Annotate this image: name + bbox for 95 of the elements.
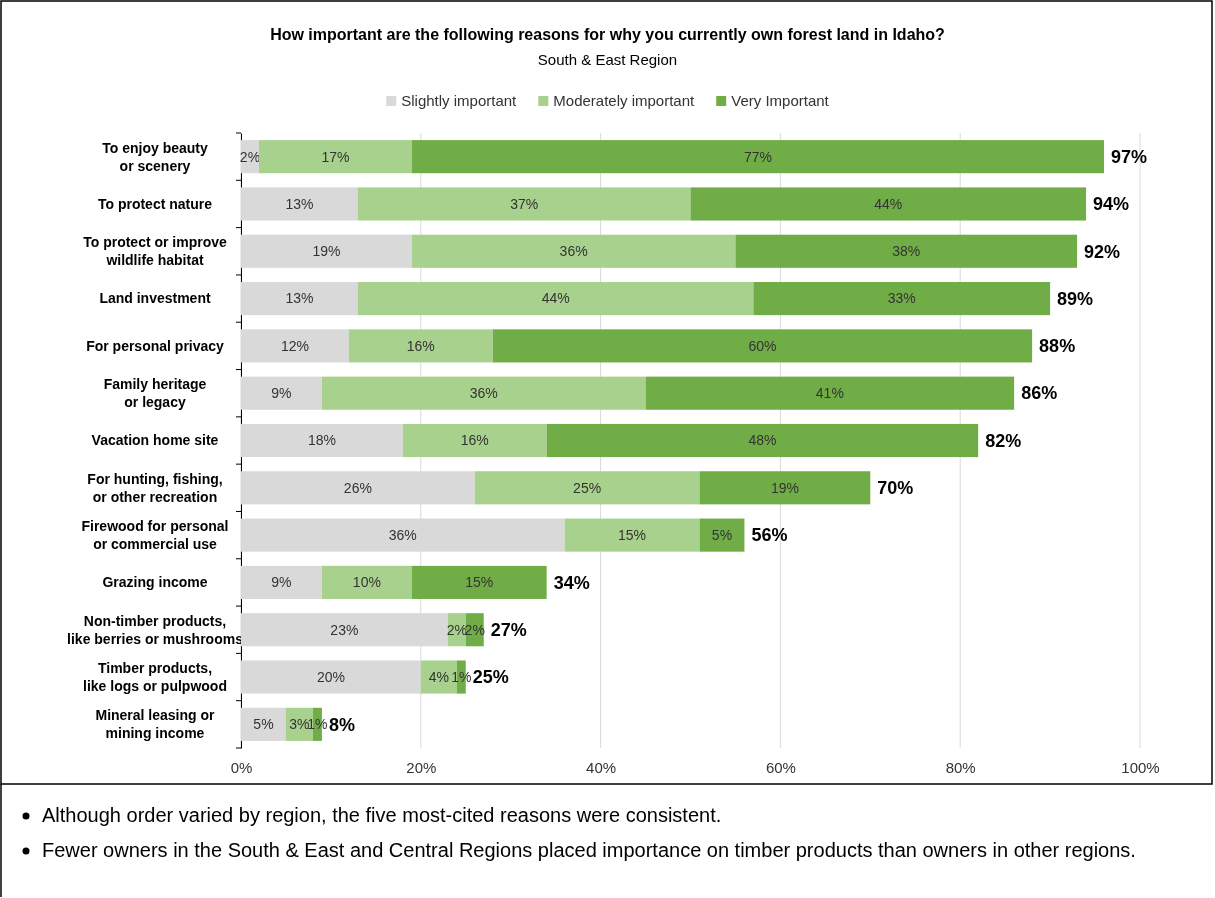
data-label: 36% bbox=[469, 385, 498, 402]
bar bbox=[321, 376, 646, 410]
data-label: 37% bbox=[510, 195, 539, 212]
data-label: 20% bbox=[316, 668, 345, 685]
text: Although order varied by region, the five most-cited reasons were consistent. bbox=[42, 804, 722, 826]
data-label: 13% bbox=[285, 290, 314, 307]
total-label: 82% bbox=[985, 430, 1022, 451]
data-label: 2% bbox=[239, 148, 261, 165]
total-label: 27% bbox=[490, 620, 527, 641]
bar bbox=[348, 329, 493, 363]
text: Fewer owners in the South & East and Central Regions placed importance on timber products than owners in other regions. bbox=[42, 839, 1136, 861]
y-tick-label: Timber products, like logs or pulpwood bbox=[83, 659, 227, 694]
data-label: 3% bbox=[289, 716, 310, 733]
chart-title: How important are the following reasons for why you currently own forest land in Idaho? bbox=[270, 26, 945, 43]
data-label: 19% bbox=[312, 243, 341, 260]
y-tick-label: Vacation home site bbox=[91, 432, 219, 449]
bar bbox=[357, 187, 691, 221]
data-label: 25% bbox=[573, 479, 602, 496]
legend-label: Moderately important bbox=[553, 91, 696, 109]
bar bbox=[699, 471, 871, 505]
x-tick-label: 20% bbox=[406, 758, 437, 776]
y-tick-label: Land investment bbox=[99, 290, 211, 307]
y-tick-label: Family heritage or legacy bbox=[103, 376, 207, 411]
bar bbox=[357, 282, 754, 316]
bar bbox=[474, 471, 700, 505]
data-label: 9% bbox=[271, 574, 292, 591]
data-label: 17% bbox=[321, 148, 350, 165]
bar bbox=[402, 423, 547, 458]
data-label: 13% bbox=[285, 195, 314, 212]
legend-label: Slightly important bbox=[401, 91, 518, 109]
total-label: 70% bbox=[877, 478, 914, 499]
data-label: 9% bbox=[271, 385, 292, 402]
data-label: 77% bbox=[743, 148, 772, 165]
total-label: 92% bbox=[1084, 241, 1121, 262]
bar bbox=[564, 518, 700, 552]
y-tick-label: Non-timber products, like berries or mushrooms bbox=[67, 612, 244, 647]
data-label: 38% bbox=[892, 243, 921, 260]
total-label: 56% bbox=[751, 525, 788, 546]
data-label: 36% bbox=[559, 243, 588, 260]
total-label: 8% bbox=[328, 714, 355, 735]
total-label: 89% bbox=[1057, 288, 1094, 309]
x-tick-label: 80% bbox=[945, 758, 976, 776]
y-tick-label: To protect or improve wildlife habitat bbox=[83, 234, 228, 269]
bar bbox=[645, 376, 1015, 410]
legend-label: Very Important bbox=[731, 91, 830, 109]
x-tick-label: 0% bbox=[230, 758, 253, 776]
bar bbox=[735, 234, 1078, 268]
y-tick-label: Firewood for personal or commercial use bbox=[81, 518, 229, 553]
bar bbox=[753, 282, 1051, 316]
data-label: 23% bbox=[330, 621, 359, 638]
data-label: 10% bbox=[352, 574, 381, 591]
bar bbox=[411, 565, 547, 599]
data-label: 41% bbox=[815, 385, 844, 402]
x-tick-label: 100% bbox=[1121, 758, 1160, 776]
data-label: 33% bbox=[887, 290, 916, 307]
data-label: 19% bbox=[770, 479, 799, 496]
total-label: 86% bbox=[1021, 383, 1058, 404]
data-label: 36% bbox=[388, 527, 417, 544]
total-label: 88% bbox=[1039, 336, 1076, 357]
total-label: 97% bbox=[1111, 146, 1148, 167]
data-label: 48% bbox=[748, 432, 777, 449]
y-tick-label: For personal privacy bbox=[86, 337, 225, 354]
bar bbox=[411, 234, 736, 268]
y-tick-label: To enjoy beauty or scenery bbox=[102, 139, 208, 174]
bar bbox=[492, 329, 1033, 363]
y-tick-label: For hunting, fishing, or other recreation bbox=[87, 470, 223, 505]
y-tick-label: Grazing income bbox=[102, 574, 208, 591]
data-label: 12% bbox=[280, 337, 309, 354]
data-label: 4% bbox=[428, 668, 449, 685]
data-label: 18% bbox=[307, 432, 336, 449]
y-tick-label: To protect nature bbox=[97, 195, 213, 212]
bar bbox=[258, 140, 412, 174]
data-label: 60% bbox=[748, 337, 777, 354]
data-label: 15% bbox=[618, 527, 647, 544]
data-label: 15% bbox=[465, 574, 494, 591]
bar bbox=[546, 423, 979, 458]
chart-subtitle: South & East Region bbox=[537, 51, 678, 68]
data-label: 5% bbox=[253, 716, 274, 733]
y-tick-label: Mineral leasing or mining income bbox=[95, 707, 216, 742]
total-label: 94% bbox=[1093, 194, 1130, 215]
data-label: 16% bbox=[406, 337, 435, 354]
bar bbox=[690, 187, 1087, 221]
data-label: 5% bbox=[711, 527, 733, 544]
data-label: 2% bbox=[446, 621, 467, 638]
data-label: 44% bbox=[874, 195, 903, 212]
data-label: 16% bbox=[460, 432, 489, 449]
bar bbox=[699, 518, 745, 552]
bar bbox=[411, 140, 1105, 174]
bar bbox=[321, 565, 412, 599]
x-tick-label: 60% bbox=[765, 758, 796, 776]
total-label: 25% bbox=[472, 667, 509, 688]
data-label: 44% bbox=[541, 290, 570, 307]
data-label: 26% bbox=[343, 479, 372, 496]
x-tick-label: 40% bbox=[586, 758, 617, 776]
total-label: 34% bbox=[553, 572, 590, 593]
